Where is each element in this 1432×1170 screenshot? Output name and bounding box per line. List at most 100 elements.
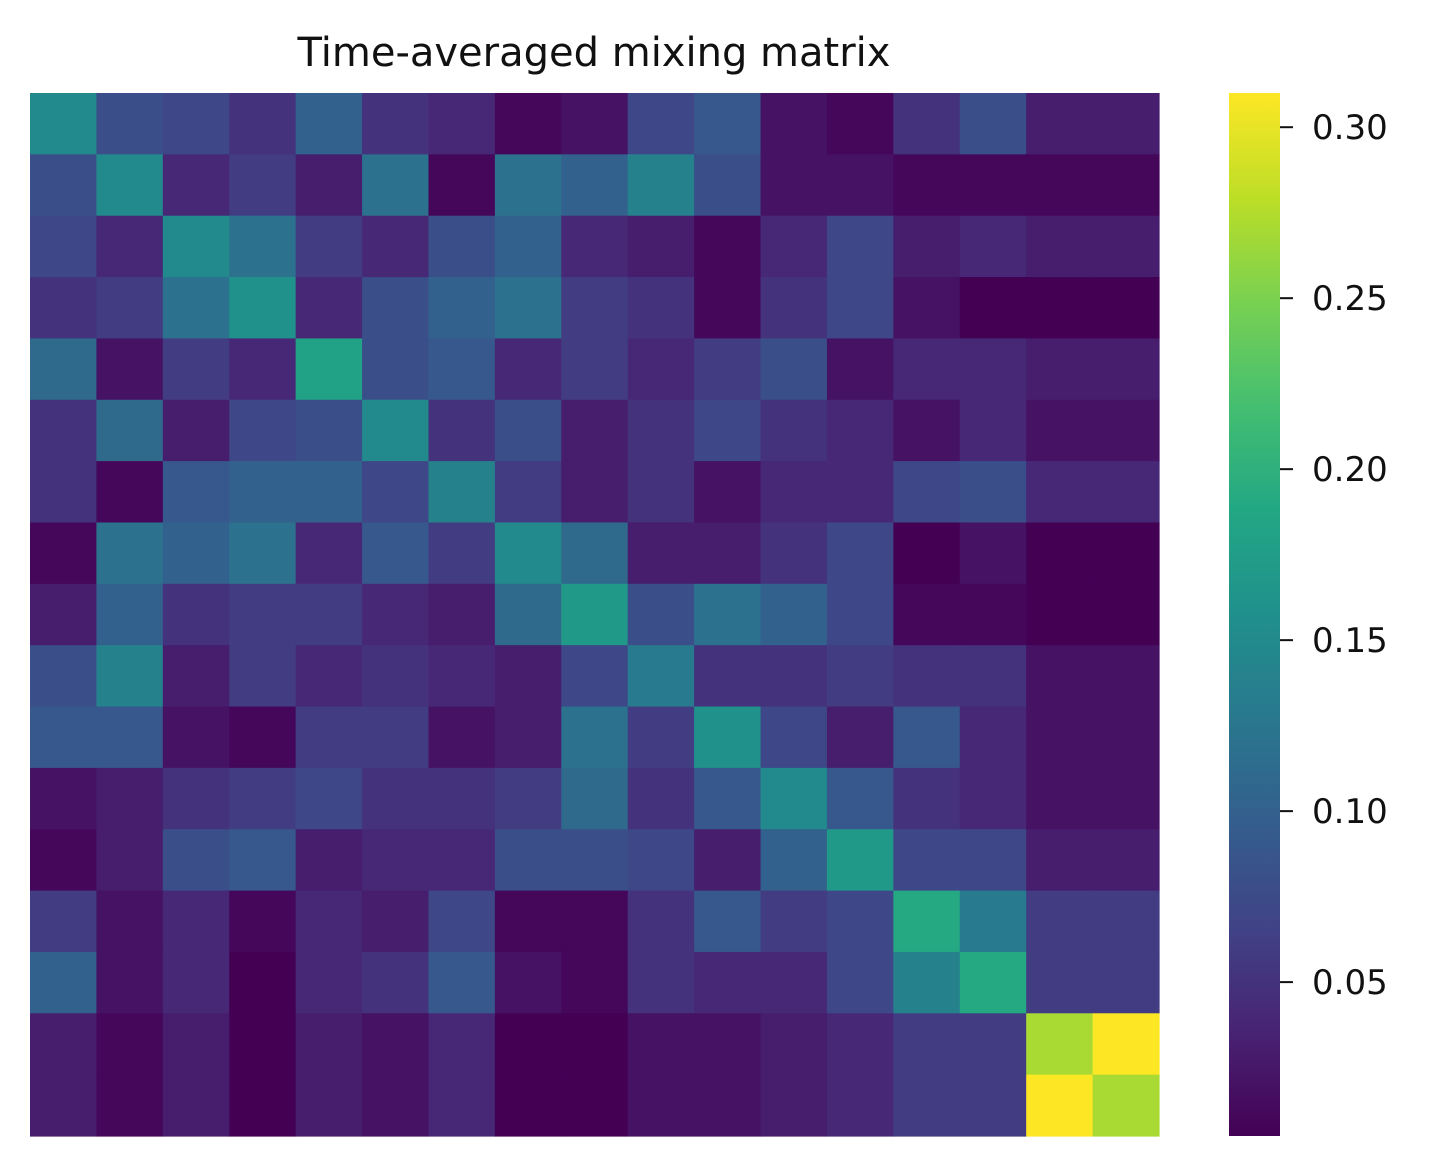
heatmap-cell [1092,215,1160,278]
heatmap-cell [362,767,430,830]
heatmap-cell [627,399,695,462]
heatmap-cell [959,1013,1027,1076]
heatmap-cells [30,93,1160,1137]
heatmap-cell [760,890,828,953]
heatmap-cell [162,338,230,401]
heatmap-cell [826,645,894,708]
heatmap-cell [162,1074,230,1137]
heatmap-cell [494,583,562,646]
heatmap-cell [893,951,961,1014]
heatmap-cell [162,645,230,708]
heatmap-cell [561,767,629,830]
heatmap-cell [826,583,894,646]
colorbar-tick-label: 0.30 [1312,108,1388,148]
heatmap-cell [295,154,363,217]
heatmap-cell [428,277,496,340]
heatmap-cell [295,461,363,524]
heatmap-cell [627,154,695,217]
heatmap-cell [30,1013,98,1076]
heatmap-cell [30,829,98,892]
heatmap-cell [959,338,1027,401]
heatmap-cell [96,93,164,155]
heatmap-cell [1092,154,1160,217]
heatmap-cell [959,767,1027,830]
heatmap-cell [295,767,363,830]
heatmap-cell [959,829,1027,892]
heatmap-cell [1026,154,1094,217]
heatmap-cell [893,645,961,708]
heatmap-cell [893,767,961,830]
heatmap-cell [694,890,762,953]
heatmap-cell [1026,338,1094,401]
heatmap-cell [760,522,828,585]
heatmap-cell [494,706,562,769]
heatmap-cell [494,1013,562,1076]
heatmap-cell [627,93,695,155]
heatmap-cell [295,829,363,892]
heatmap-cell [362,338,430,401]
heatmap-cell [826,461,894,524]
heatmap-cell [893,890,961,953]
heatmap-cell [162,277,230,340]
heatmap-cell [694,1074,762,1137]
heatmap-cell [1092,829,1160,892]
heatmap-cell [959,277,1027,340]
heatmap-cell [162,1013,230,1076]
heatmap-cell [561,277,629,340]
heatmap-cell [494,93,562,155]
heatmap-cell [561,399,629,462]
heatmap-cell [627,583,695,646]
heatmap-cell [96,706,164,769]
heatmap-cell [295,890,363,953]
heatmap-cell [1026,215,1094,278]
heatmap-cell [295,583,363,646]
heatmap-cell [229,461,297,524]
heatmap-cell [627,890,695,953]
heatmap-cell [760,583,828,646]
heatmap-cell [826,154,894,217]
heatmap-cell [760,829,828,892]
heatmap-cell [760,645,828,708]
heatmap-cell [826,215,894,278]
heatmap-cell [30,277,98,340]
heatmap-cell [30,215,98,278]
heatmap-cell [229,829,297,892]
heatmap-cell [1092,645,1160,708]
heatmap-cell [428,461,496,524]
heatmap-cell [959,951,1027,1014]
heatmap-cell [295,338,363,401]
heatmap-cell [627,706,695,769]
colorbar-ticks: 0.05 0.10 0.15 0.20 0.25 0.30 [1280,108,1388,1003]
heatmap-cell [229,767,297,830]
heatmap-cell [826,1074,894,1137]
heatmap-cell [893,215,961,278]
heatmap-cell [494,829,562,892]
heatmap-cell [1092,93,1160,155]
heatmap-cell [96,829,164,892]
heatmap-cell [229,583,297,646]
heatmap-cell [627,1013,695,1076]
heatmap-cell [760,1013,828,1076]
colorbar-tick-label: 0.05 [1312,963,1388,1003]
heatmap-cell [162,890,230,953]
heatmap-cell [295,522,363,585]
heatmap-cell [1026,1013,1094,1076]
heatmap-cell [30,767,98,830]
heatmap-cell [362,522,430,585]
heatmap-cell [428,951,496,1014]
heatmap-cell [96,399,164,462]
heatmap-cell [893,1013,961,1076]
heatmap-cell [362,829,430,892]
heatmap-cell [694,522,762,585]
heatmap-cell [1092,1074,1160,1137]
heatmap-cell [295,93,363,155]
heatmap-cell [1092,461,1160,524]
heatmap-cell [893,277,961,340]
heatmap-cell [428,890,496,953]
heatmap-cell [1026,277,1094,340]
heatmap-cell [826,1013,894,1076]
heatmap-cell [694,829,762,892]
heatmap-cell [362,93,430,155]
heatmap-cell [494,645,562,708]
heatmap-cell [826,951,894,1014]
